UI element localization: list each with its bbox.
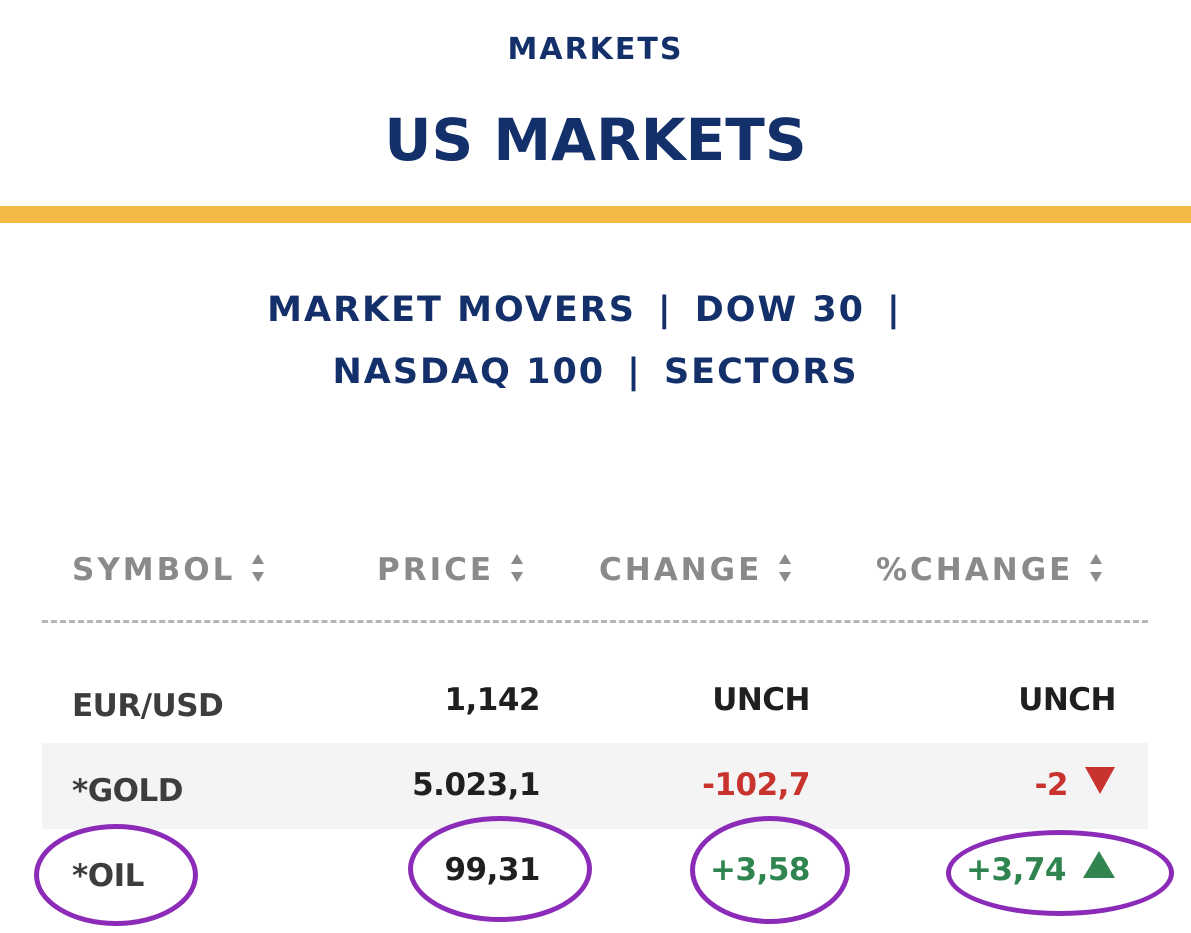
symbol-cell[interactable]: *OIL [72, 858, 144, 894]
change-cell: UNCH [712, 682, 810, 718]
sort-updown-icon[interactable] [778, 553, 792, 583]
column-header-symbol[interactable]: SYMBOL [72, 552, 265, 588]
pct-change-value: -2 [1034, 767, 1069, 803]
pct-change-cell: +3,74 [966, 850, 1116, 891]
subnav-dow-30[interactable]: DOW 30 [694, 290, 866, 330]
sort-updown-icon[interactable] [510, 553, 524, 583]
symbol-cell[interactable]: *GOLD [72, 773, 184, 809]
column-header-price[interactable]: PRICE [377, 552, 524, 588]
sort-updown-icon[interactable] [251, 553, 265, 583]
accent-bar [0, 206, 1191, 223]
header-divider [42, 620, 1148, 623]
price-cell: 99,31 [444, 852, 540, 888]
pct-change-cell: -2 [1034, 765, 1116, 806]
triangle-down-icon [1084, 765, 1116, 803]
subnav-separator: | [657, 290, 673, 330]
column-header-change[interactable]: CHANGE [599, 552, 792, 588]
subnav: MARKET MOVERS | DOW 30 | [0, 290, 1191, 330]
pct-change-value: +3,74 [966, 852, 1066, 888]
change-cell: +3,58 [710, 852, 810, 888]
triangle-up-icon [1082, 850, 1116, 888]
subnav-nasdaq-100[interactable]: NASDAQ 100 [332, 352, 606, 392]
subnav-market-movers[interactable]: MARKET MOVERS [267, 290, 636, 330]
subnav-separator: | [627, 352, 642, 392]
column-header-label: %CHANGE [876, 552, 1074, 588]
table-row[interactable]: EUR/USD 1,142 UNCH UNCH [42, 658, 1148, 744]
table-row[interactable]: *OIL 99,31 +3,58 +3,74 [42, 828, 1148, 914]
change-cell: -102,7 [702, 767, 810, 803]
column-header-label: PRICE [377, 552, 495, 588]
symbol-cell[interactable]: EUR/USD [72, 688, 224, 724]
column-header-label: SYMBOL [72, 552, 236, 588]
subnav-sectors[interactable]: SECTORS [663, 352, 859, 392]
pct-change-cell: UNCH [1018, 682, 1116, 718]
subnav-separator: | [887, 290, 902, 330]
pct-change-value: UNCH [1018, 682, 1116, 718]
column-header-label: CHANGE [599, 552, 763, 588]
subnav: NASDAQ 100 | SECTORS [0, 352, 1191, 392]
page-title: US MARKETS [384, 106, 807, 174]
price-cell: 1,142 [444, 682, 540, 718]
section-label: MARKETS [507, 32, 684, 67]
price-cell: 5.023,1 [412, 767, 540, 803]
table-row[interactable]: *GOLD 5.023,1 -102,7 -2 [42, 743, 1148, 829]
column-header-pct-change[interactable]: %CHANGE [876, 552, 1103, 588]
sort-updown-icon[interactable] [1089, 553, 1103, 583]
